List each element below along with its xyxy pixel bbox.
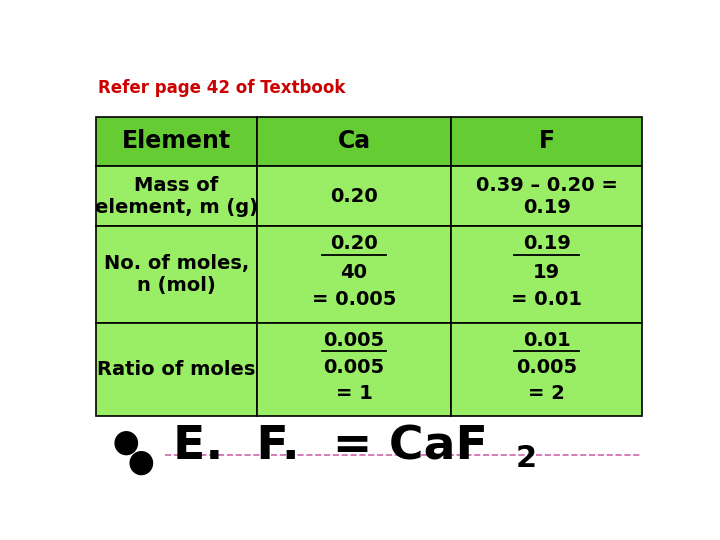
Bar [96,166,257,226]
Bar [451,117,642,166]
Text: = 0.01: = 0.01 [511,291,582,309]
Bar [451,166,642,226]
Text: Refer page 42 of Textbook: Refer page 42 of Textbook [99,79,346,97]
Text: 19: 19 [534,263,560,282]
Ellipse shape [115,432,138,455]
Text: 0.005: 0.005 [323,359,384,377]
Text: Element: Element [122,130,231,153]
Text: F: F [539,130,555,153]
Bar [257,323,451,416]
Text: Ca: Ca [338,130,371,153]
Text: 0.19: 0.19 [523,234,571,253]
Text: 0.005: 0.005 [323,330,384,349]
Bar [257,166,451,226]
Text: = 2: = 2 [528,384,565,403]
Text: 0.39 – 0.20 =
0.19: 0.39 – 0.20 = 0.19 [476,176,618,217]
Text: 0.005: 0.005 [516,359,577,377]
Ellipse shape [130,451,153,475]
Text: 0.20: 0.20 [330,187,378,206]
Text: No. of moles,
n (mol): No. of moles, n (mol) [104,254,249,295]
Bar [96,117,257,166]
Bar [451,226,642,323]
Bar [257,226,451,323]
Bar [96,323,257,416]
Text: Ratio of moles: Ratio of moles [97,360,256,379]
Text: Mass of
element, m (g): Mass of element, m (g) [95,176,258,217]
Bar [451,323,642,416]
Bar [96,226,257,323]
Text: E.  F.  = CaF: E. F. = CaF [173,424,487,469]
Text: 0.20: 0.20 [330,234,378,253]
Text: 40: 40 [341,263,367,282]
Bar [257,117,451,166]
Text: 2: 2 [516,444,536,472]
Text: = 1: = 1 [336,384,372,403]
Text: = 0.005: = 0.005 [312,291,396,309]
Text: 0.01: 0.01 [523,330,570,349]
